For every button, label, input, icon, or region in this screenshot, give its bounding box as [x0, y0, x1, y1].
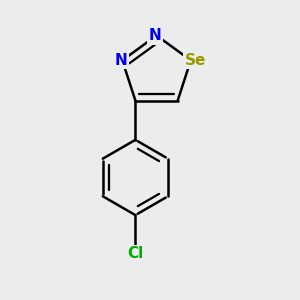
Text: N: N [114, 53, 127, 68]
Text: Cl: Cl [127, 246, 143, 261]
Text: N: N [148, 28, 161, 43]
Text: Se: Se [185, 53, 206, 68]
